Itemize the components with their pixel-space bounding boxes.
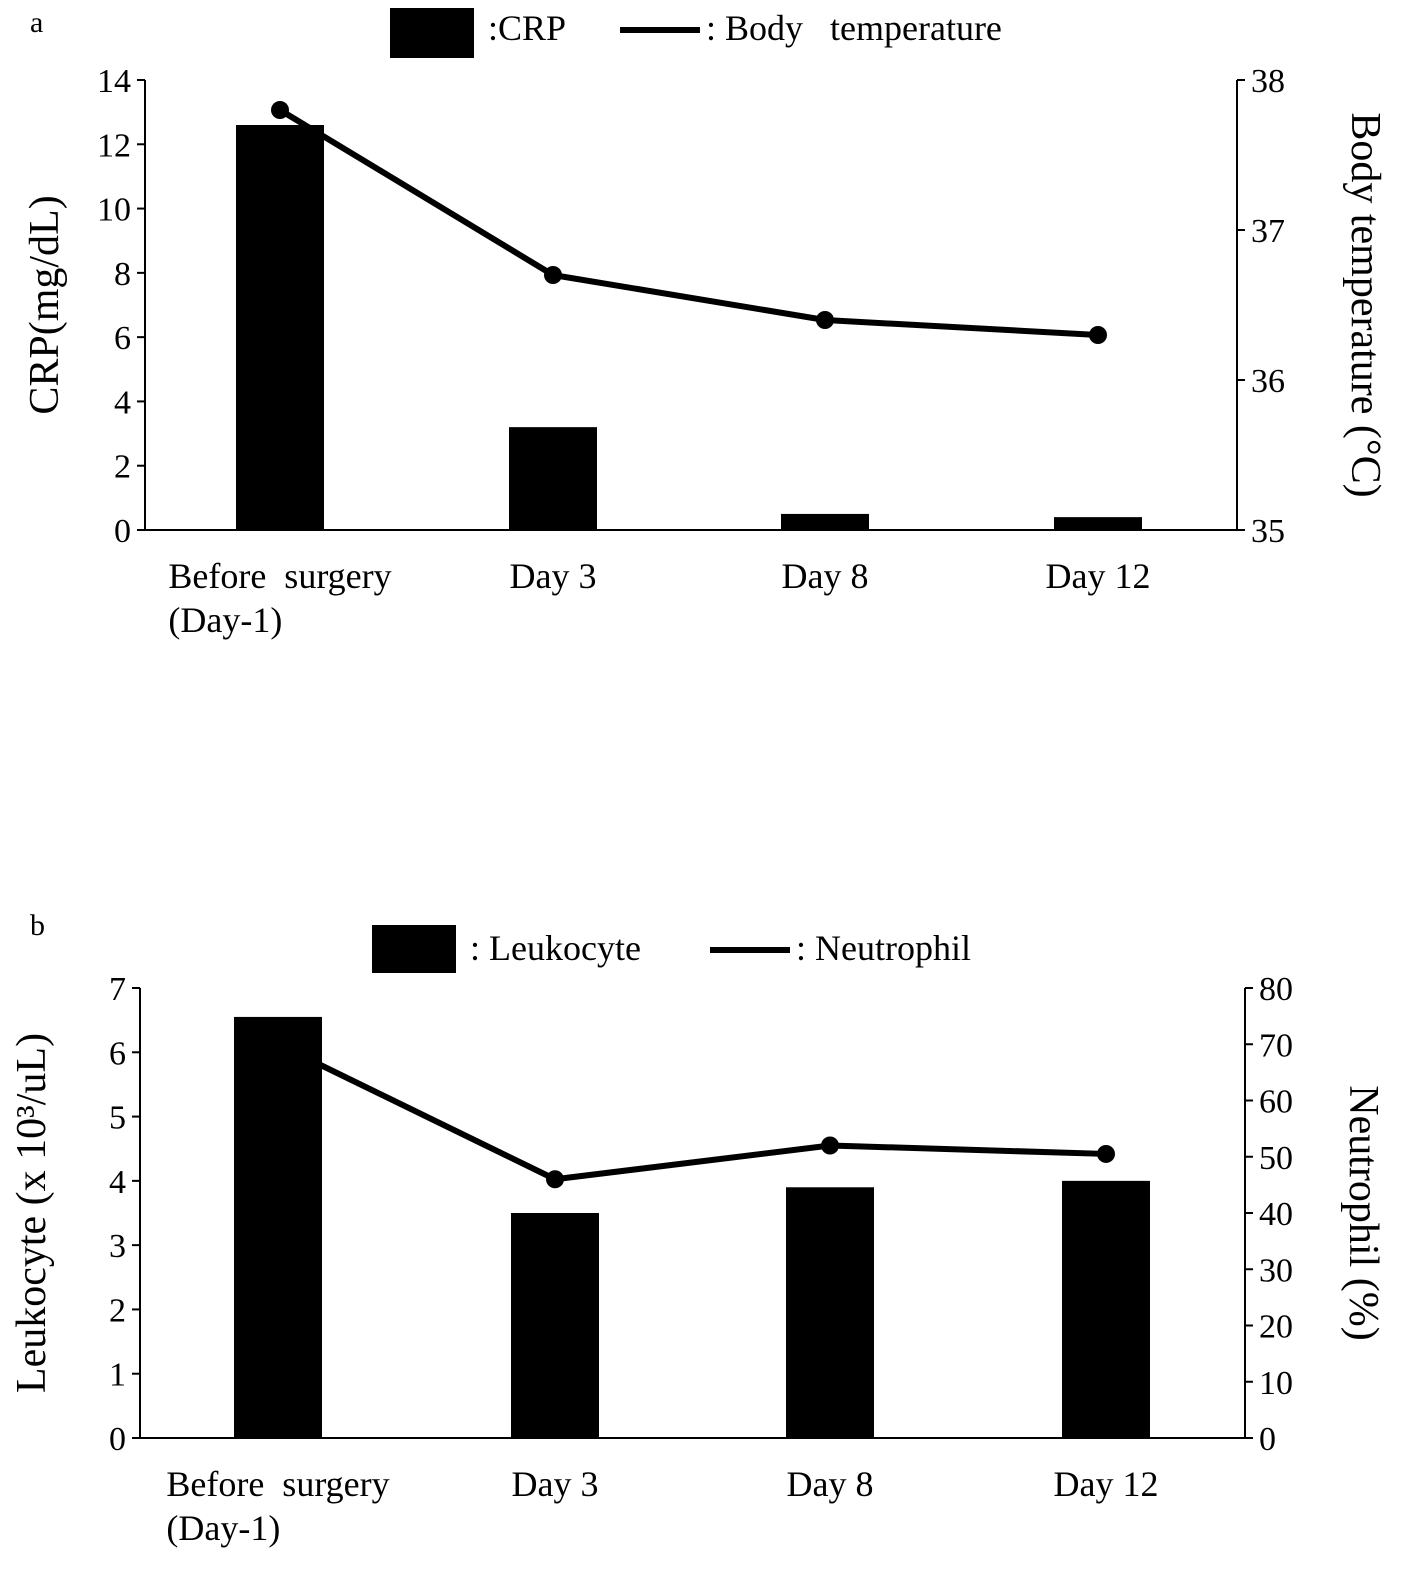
- x-tick-label: Day 12: [1054, 1464, 1159, 1504]
- right-tick-label: 60: [1259, 1084, 1293, 1121]
- bar: [509, 427, 597, 530]
- x-tick-label-line: Day 3: [512, 1464, 599, 1504]
- x-tick-label: Day 3: [510, 556, 597, 596]
- right-tick-label: 0: [1259, 1421, 1276, 1458]
- left-tick-label: 2: [114, 449, 131, 486]
- panel-label: a: [30, 6, 43, 39]
- line-series: [276, 1041, 1107, 1183]
- legend-line-label: : Body temperature: [706, 8, 1002, 48]
- right-tick-label: 30: [1259, 1252, 1293, 1289]
- x-tick-label-line: Before surgery: [168, 556, 391, 596]
- right-tick-label: 20: [1259, 1309, 1293, 1346]
- left-tick-label: 1: [109, 1357, 126, 1394]
- right-tick-label: 40: [1259, 1196, 1293, 1233]
- chart-panel-b: b: Leukocyte: Neutrophil0123456701020304…: [9, 909, 1386, 1548]
- left-tick-label: 5: [109, 1100, 126, 1137]
- legend-bar-swatch: [390, 8, 474, 58]
- x-tick-label: Day 12: [1046, 556, 1151, 596]
- right-tick-label: 70: [1259, 1027, 1293, 1064]
- x-tick-label-line: (Day-1): [168, 600, 282, 640]
- line-point: [269, 1035, 287, 1054]
- bar: [1062, 1180, 1150, 1438]
- right-tick-label: 80: [1259, 971, 1293, 1008]
- left-tick-label: 0: [109, 1421, 126, 1458]
- legend-bar-swatch: [372, 925, 456, 973]
- x-tick-label-line: Day 3: [510, 556, 597, 596]
- line-series: [278, 107, 1099, 338]
- left-tick-label: 6: [109, 1035, 126, 1072]
- x-tick-label: Day 3: [512, 1464, 599, 1504]
- x-tick-label-line: Day 8: [787, 1464, 874, 1504]
- left-tick-label: 12: [97, 127, 131, 164]
- left-tick-label: 8: [114, 256, 131, 293]
- chart-panel-a: a :CRP : Body temperature 0 2 4 6 8 10 12 14 35 36 37…: [22, 6, 1388, 640]
- bar: [1054, 517, 1142, 530]
- right-tick-label: 38: [1251, 63, 1285, 100]
- bar: [781, 513, 869, 530]
- right-tick-label: 36: [1251, 363, 1285, 400]
- x-tick-label: Day 8: [787, 1464, 874, 1504]
- x-tick-label-line: Before surgery: [166, 1464, 389, 1504]
- left-tick-label: 14: [97, 63, 131, 100]
- left-axis-title: Leukocyte (x 10³/uL): [9, 1033, 55, 1393]
- legend-bar-label: : Leukocyte: [470, 928, 641, 968]
- left-tick-label: 7: [109, 971, 126, 1008]
- line-point: [271, 101, 289, 119]
- x-tick-label-line: Day 12: [1054, 1464, 1159, 1504]
- line-point: [544, 266, 562, 284]
- line-point: [816, 311, 834, 329]
- left-tick-label: 4: [114, 384, 131, 421]
- right-tick-label: 37: [1251, 213, 1285, 250]
- bar: [234, 1016, 322, 1438]
- line-point: [1089, 326, 1107, 344]
- left-axis-title: CRP(mg/dL): [22, 195, 68, 414]
- right-axis-title: Neutrophil (%): [1340, 1085, 1386, 1340]
- line-point: [546, 1170, 564, 1189]
- left-tick-label: 10: [97, 192, 131, 229]
- panel-label: b: [30, 909, 45, 942]
- line-point: [821, 1136, 839, 1155]
- bar: [786, 1187, 874, 1438]
- left-tick-label: 3: [109, 1228, 126, 1265]
- right-tick-label: 35: [1251, 513, 1285, 550]
- x-tick-label-line: Day 12: [1046, 556, 1151, 596]
- right-tick-label: 10: [1259, 1365, 1293, 1402]
- bar: [236, 125, 324, 530]
- left-tick-label: 6: [114, 320, 131, 357]
- x-tick-label: Day 8: [782, 556, 869, 596]
- left-tick-label: 4: [109, 1164, 126, 1201]
- x-tick-label: Before surgery (Day-1): [166, 1464, 389, 1548]
- bar: [511, 1213, 599, 1438]
- legend-line-label: : Neutrophil: [796, 928, 971, 968]
- legend-bar-label: :CRP: [488, 8, 566, 48]
- right-axis-title: Body temperature (°C): [1342, 112, 1388, 497]
- left-tick-label: 0: [114, 513, 131, 550]
- right-tick-label: 50: [1259, 1140, 1293, 1177]
- x-tick-label: Before surgery (Day-1): [168, 556, 391, 640]
- x-tick-label-line: (Day-1): [166, 1508, 280, 1548]
- left-tick-label: 2: [109, 1292, 126, 1329]
- x-tick-label-line: Day 8: [782, 556, 869, 596]
- line-point: [1097, 1144, 1115, 1163]
